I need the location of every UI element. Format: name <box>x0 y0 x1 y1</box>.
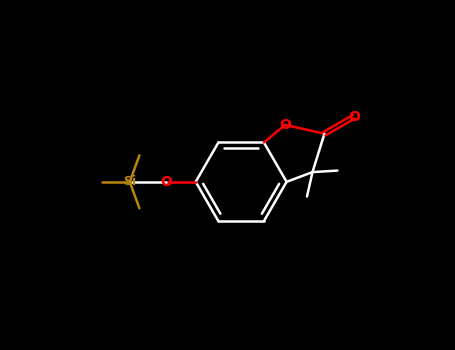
Text: Si: Si <box>123 175 136 188</box>
Text: O: O <box>160 175 172 189</box>
Text: O: O <box>279 118 291 132</box>
Text: O: O <box>348 110 360 124</box>
